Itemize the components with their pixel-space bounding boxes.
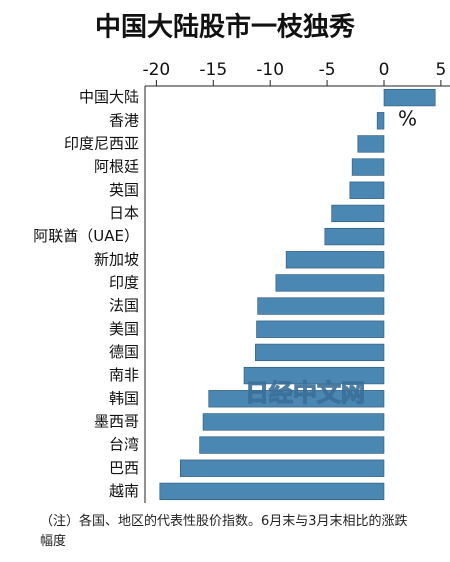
bar (159, 482, 385, 501)
y-tick-label: 印度尼西亚 (64, 134, 139, 152)
x-tick-label: 5 (435, 60, 446, 80)
y-tick-label: 阿联酋（UAE） (33, 227, 139, 245)
y-tick-label: 日本 (109, 204, 139, 222)
y-tick-label: 美国 (109, 320, 139, 338)
y-tick-label: 韩国 (109, 389, 139, 407)
y-tick-label: 南非 (109, 366, 139, 384)
note: （注）各国、地区的代表性股价指数。6月末与3月末相比的涨跌幅度 (40, 514, 408, 549)
bar (357, 135, 385, 153)
y-tick-label: 印度 (109, 273, 139, 291)
y-tick-label: 越南 (109, 482, 139, 500)
bar (351, 158, 385, 176)
bar (376, 112, 385, 130)
bar (202, 413, 385, 431)
unit-label: % (398, 107, 417, 131)
bar (324, 227, 385, 246)
x-tick-label: -10 (256, 60, 284, 80)
bar (208, 390, 385, 408)
note-box: （注）各国、地区的代表性股价指数。6月末与3月末相比的涨跌幅度 (40, 514, 408, 549)
y-tick-label: 台湾 (109, 436, 139, 454)
y-tick-label: 巴西 (109, 459, 139, 477)
bar (257, 297, 385, 315)
y-tick-label: 法国 (109, 297, 139, 315)
y-tick-label: 英国 (109, 181, 139, 199)
bar (255, 343, 385, 362)
x-tick-label: 0 (379, 60, 390, 80)
bar (179, 459, 385, 477)
x-tick-label: -5 (319, 60, 336, 80)
bar (383, 88, 436, 107)
bar (256, 320, 385, 338)
x-tick-label: -20 (142, 60, 170, 80)
y-tick-label: 新加坡 (94, 250, 139, 268)
bar (275, 274, 385, 292)
bar (285, 251, 385, 269)
y-tick-label: 阿根廷 (94, 158, 139, 176)
y-tick-label: 德国 (109, 343, 139, 361)
bar (331, 204, 385, 223)
y-tick-label: 中国大陆 (79, 88, 139, 106)
bar (243, 366, 385, 385)
x-tick-label: -15 (199, 60, 227, 80)
bar (199, 436, 385, 454)
y-tick-label: 墨西哥 (94, 412, 139, 430)
bar (349, 181, 385, 199)
chart-title: 中国大陆股市一枝独秀 (95, 12, 355, 43)
watermark: 日经中文网 (245, 379, 365, 407)
y-tick-label: 香港 (109, 111, 139, 129)
